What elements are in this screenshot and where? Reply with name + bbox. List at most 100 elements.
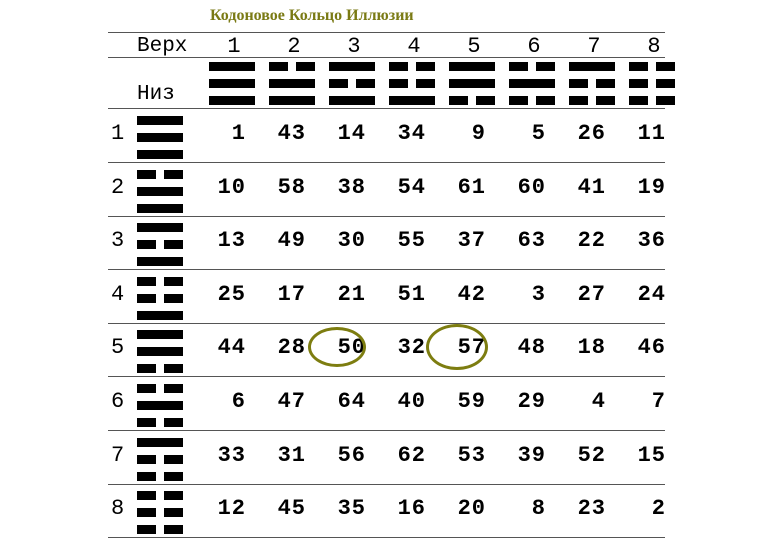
broken-line-segment	[164, 525, 183, 535]
divider	[108, 108, 665, 109]
trigram-5	[137, 330, 183, 374]
bottom-label: Низ	[137, 83, 175, 106]
column-header: 7	[587, 34, 601, 59]
broken-line-segment	[164, 364, 183, 374]
table-cell: 48	[517, 335, 546, 361]
table-cell: 61	[457, 174, 486, 200]
broken-line-segment	[137, 491, 156, 501]
table-cell: 64	[337, 389, 366, 414]
column-header: 5	[467, 34, 481, 59]
trigram-1	[209, 62, 255, 105]
table-cell: 32	[397, 335, 426, 361]
column-header: 1	[227, 34, 241, 59]
broken-line-segment	[329, 79, 348, 88]
divider	[108, 323, 665, 324]
solid-line	[209, 62, 255, 71]
solid-line	[137, 330, 183, 340]
solid-line	[329, 62, 375, 71]
broken-line-segment	[137, 508, 156, 518]
broken-line-segment	[137, 454, 156, 464]
table-cell: 25	[217, 281, 246, 307]
table-cell: 33	[217, 442, 246, 468]
table-cell: 28	[277, 335, 306, 361]
broken-line-segment	[164, 418, 183, 427]
row-label: 6	[111, 389, 125, 414]
trigram-3	[137, 223, 183, 267]
table-cell: 43	[277, 121, 306, 146]
table-cell: 58	[277, 174, 306, 200]
trigram-6	[137, 384, 183, 427]
table-cell: 37	[457, 228, 486, 254]
table-cell: 7	[651, 389, 666, 414]
trigram-6	[509, 62, 555, 105]
column-header: 3	[347, 34, 361, 59]
divider	[108, 57, 665, 58]
broken-line-segment	[137, 471, 156, 481]
table-cell: 46	[637, 335, 666, 361]
trigram-2	[269, 62, 315, 105]
solid-line	[449, 62, 495, 71]
broken-line-segment	[137, 240, 156, 250]
broken-line-segment	[656, 62, 675, 71]
table-cell: 19	[637, 174, 666, 200]
table-cell: 31	[277, 442, 306, 468]
table-cell: 53	[457, 442, 486, 468]
trigram-1	[137, 116, 183, 159]
divider	[108, 162, 665, 163]
broken-line-segment	[137, 169, 156, 179]
table-cell: 45	[277, 496, 306, 522]
divider	[108, 484, 665, 485]
broken-line-segment	[629, 79, 648, 88]
table-cell: 27	[577, 281, 606, 307]
broken-line-segment	[476, 96, 495, 105]
table-cell: 30	[337, 228, 366, 254]
broken-line-segment	[356, 79, 375, 88]
broken-line-segment	[416, 62, 435, 71]
broken-line-segment	[509, 62, 528, 71]
table-cell: 63	[517, 228, 546, 254]
table-cell: 34	[397, 121, 426, 146]
table-cell: 2	[651, 496, 666, 522]
table-cell: 18	[577, 335, 606, 361]
solid-line	[137, 186, 183, 196]
table-cell: 56	[337, 442, 366, 468]
table-cell: 55	[397, 228, 426, 254]
divider	[108, 430, 665, 431]
broken-line-segment	[509, 96, 528, 105]
table-cell: 41	[577, 174, 606, 200]
broken-line-segment	[296, 62, 315, 71]
top-label: Верх	[137, 35, 188, 58]
row-label: 1	[111, 121, 125, 146]
table-cell: 38	[337, 174, 366, 200]
broken-line-segment	[137, 293, 156, 303]
table-cell: 1	[231, 121, 246, 146]
broken-line-segment	[449, 96, 468, 105]
table-cell: 14	[337, 121, 366, 146]
divider	[108, 32, 665, 33]
solid-line	[569, 62, 615, 71]
table-cell: 6	[231, 389, 246, 414]
divider	[108, 216, 665, 217]
solid-line	[137, 310, 183, 320]
broken-line-segment	[389, 62, 408, 71]
broken-line-segment	[164, 169, 183, 179]
table-cell: 20	[457, 496, 486, 522]
broken-line-segment	[137, 364, 156, 374]
trigram-7	[569, 62, 615, 105]
trigram-2	[137, 169, 183, 213]
broken-line-segment	[137, 418, 156, 427]
broken-line-segment	[536, 96, 555, 105]
solid-line	[389, 96, 435, 105]
solid-line	[137, 401, 183, 410]
trigram-8	[629, 62, 675, 105]
trigram-5	[449, 62, 495, 105]
solid-line	[269, 96, 315, 105]
broken-line-segment	[137, 384, 156, 393]
table-cell: 35	[337, 496, 366, 522]
broken-line-segment	[656, 96, 675, 105]
broken-line-segment	[137, 525, 156, 535]
table-cell: 62	[397, 442, 426, 468]
table-cell: 52	[577, 442, 606, 468]
solid-line	[137, 223, 183, 233]
column-header: 2	[287, 34, 301, 59]
